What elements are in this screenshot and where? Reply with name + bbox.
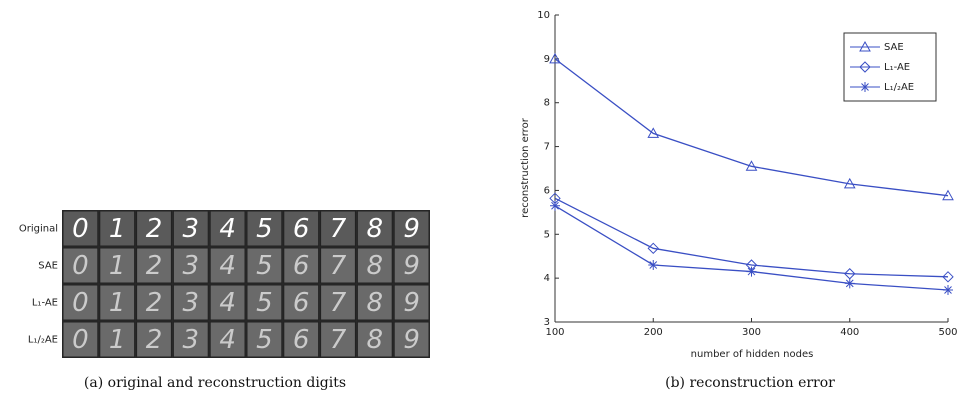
legend-label: L₁-AE (884, 62, 910, 73)
y-tick-label: 4 (544, 273, 550, 284)
digit: 2 (146, 288, 163, 318)
digit: 6 (293, 251, 310, 281)
caption-b: (b) reconstruction error (665, 375, 835, 391)
digit: 8 (367, 288, 384, 318)
marker (845, 278, 855, 288)
digit: 9 (403, 325, 420, 355)
marker (648, 260, 658, 270)
digit: 9 (403, 288, 420, 318)
y-tick-label: 9 (544, 54, 550, 65)
digit: 5 (256, 288, 273, 318)
digit: 2 (146, 325, 163, 355)
y-tick-label: 6 (544, 185, 550, 196)
y-tick-label: 7 (544, 142, 550, 153)
digit: 3 (183, 325, 200, 355)
digit: 2 (146, 251, 163, 281)
y-tick-label: 5 (544, 229, 550, 240)
figure: (a) original and reconstruction digits (… (0, 0, 957, 401)
digit: 0 (72, 325, 89, 355)
x-tick-label: 200 (644, 327, 663, 338)
digit: 1 (109, 214, 126, 244)
digit: 6 (293, 214, 310, 244)
x-tick-label: 100 (545, 327, 564, 338)
y-tick-label: 10 (537, 10, 550, 21)
digit: 1 (109, 251, 126, 281)
marker (747, 267, 757, 277)
legend-label: L₁/₂AE (884, 82, 914, 93)
digit: 7 (330, 288, 347, 318)
digit: 6 (293, 288, 310, 318)
digit: 5 (256, 325, 273, 355)
legend-marker (860, 82, 870, 92)
digit: 7 (330, 251, 347, 281)
digit: 4 (219, 288, 236, 318)
digit: 1 (109, 288, 126, 318)
digit: 3 (183, 214, 200, 244)
caption-a: (a) original and reconstruction digits (84, 375, 346, 391)
digit: 7 (330, 214, 347, 244)
digit: 4 (219, 251, 236, 281)
y-tick-label: 8 (544, 98, 550, 109)
legend-label: SAE (884, 42, 904, 53)
digit: 2 (146, 214, 163, 244)
digit: 5 (256, 214, 273, 244)
page: (a) original and reconstruction digits (… (0, 0, 957, 401)
digit: 0 (72, 288, 89, 318)
x-tick-label: 400 (840, 327, 859, 338)
series-line (555, 198, 948, 277)
digit: 3 (183, 288, 200, 318)
x-tick-label: 500 (938, 327, 957, 338)
digit: 4 (219, 325, 236, 355)
digit: 9 (403, 214, 420, 244)
x-tick-label: 300 (742, 327, 761, 338)
digit: 0 (72, 251, 89, 281)
series-line (555, 206, 948, 290)
marker (550, 201, 560, 211)
digit: 8 (367, 325, 384, 355)
row-label: L₁/₂AE (28, 335, 58, 346)
digit: 3 (183, 251, 200, 281)
x-axis-label: number of hidden nodes (691, 349, 814, 360)
row-label: Original (19, 224, 58, 235)
digit: 7 (330, 325, 347, 355)
digit: 5 (256, 251, 273, 281)
digit: 8 (367, 251, 384, 281)
row-label: L₁-AE (32, 298, 58, 309)
marker (943, 285, 953, 295)
row-label: SAE (38, 261, 58, 272)
digit: 6 (293, 325, 310, 355)
digit: 4 (219, 214, 236, 244)
digit: 9 (403, 251, 420, 281)
digit: 8 (367, 214, 384, 244)
y-axis-label: reconstruction error (520, 117, 531, 218)
digit: 0 (72, 214, 89, 244)
digit: 1 (109, 325, 126, 355)
